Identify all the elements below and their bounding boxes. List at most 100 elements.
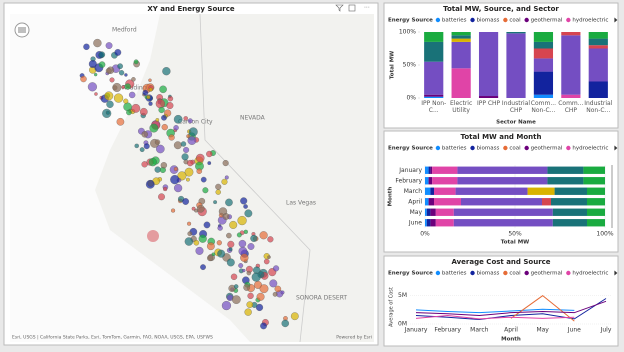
x-tick-label-box: Industrial CHP bbox=[502, 100, 530, 114]
map-point bbox=[180, 141, 187, 147]
legend-label: biomass bbox=[477, 18, 500, 24]
legend-swatch bbox=[470, 17, 475, 23]
map-point bbox=[94, 92, 98, 96]
map-point bbox=[240, 197, 248, 205]
bar-segment bbox=[435, 208, 454, 216]
map-point bbox=[236, 232, 242, 238]
y-tick-label: May bbox=[410, 209, 423, 216]
filter-icon[interactable] bbox=[335, 4, 344, 12]
bar-segment bbox=[426, 219, 431, 227]
legend-next[interactable] bbox=[614, 145, 618, 151]
bar-segment bbox=[432, 177, 458, 185]
bar-segment bbox=[425, 198, 429, 206]
map-point bbox=[267, 255, 271, 259]
map-point bbox=[141, 131, 148, 138]
map-point bbox=[124, 73, 128, 77]
map-label: Carson City bbox=[178, 119, 213, 126]
map-point bbox=[104, 91, 114, 101]
legend-swatch bbox=[435, 145, 441, 151]
legend-title: Energy Source bbox=[388, 18, 433, 24]
bar-segment bbox=[547, 166, 584, 174]
map-point bbox=[221, 178, 228, 185]
bar-segment bbox=[451, 41, 471, 69]
bar-segment bbox=[561, 35, 581, 95]
map-point bbox=[240, 253, 249, 262]
map-point bbox=[207, 161, 212, 165]
x-tick-label: Industrial Non-C... bbox=[584, 100, 613, 114]
legend-next[interactable] bbox=[614, 17, 618, 23]
map-point bbox=[221, 300, 232, 311]
legend-label: coal bbox=[509, 18, 521, 24]
map-point bbox=[124, 83, 131, 90]
bar-segment bbox=[478, 96, 499, 98]
y-tick-label: 0% bbox=[406, 95, 416, 102]
x-tick-label: March bbox=[470, 327, 488, 334]
map-point bbox=[226, 258, 235, 267]
bar-segment bbox=[588, 45, 608, 49]
bar-segment bbox=[455, 187, 528, 195]
map-point bbox=[243, 204, 248, 209]
map-point bbox=[121, 85, 126, 89]
bar-segment bbox=[551, 198, 587, 206]
map-point bbox=[143, 143, 150, 150]
legend-next[interactable] bbox=[614, 270, 618, 276]
map-point bbox=[123, 102, 132, 112]
map-point bbox=[238, 263, 244, 269]
bar-segment bbox=[428, 177, 433, 185]
map-point bbox=[148, 78, 152, 82]
scrollbar bbox=[611, 165, 613, 228]
bar-segment bbox=[430, 187, 434, 195]
map-point bbox=[173, 141, 182, 150]
bar-segment bbox=[587, 187, 605, 195]
x-tick-label: February bbox=[434, 327, 461, 334]
map-point bbox=[196, 168, 203, 174]
map-point bbox=[243, 229, 248, 234]
map-point bbox=[193, 240, 200, 246]
bar-segment bbox=[533, 58, 554, 72]
bar-segment bbox=[451, 38, 471, 42]
map-label: SONORA DESERT bbox=[296, 295, 347, 302]
chart-panel bbox=[383, 255, 619, 347]
bar-segment bbox=[587, 208, 605, 216]
map-point bbox=[231, 295, 241, 304]
bar-segment bbox=[430, 166, 433, 174]
map-point bbox=[87, 82, 97, 92]
legend-title: Energy Source bbox=[388, 146, 433, 152]
map-point bbox=[260, 322, 267, 330]
map-point bbox=[229, 220, 238, 229]
more-options[interactable]: ··· bbox=[364, 5, 370, 12]
map-point bbox=[160, 162, 168, 169]
map-point bbox=[225, 198, 233, 207]
focus-icon[interactable] bbox=[348, 4, 356, 12]
bar-segment bbox=[457, 166, 548, 174]
bar-segment bbox=[542, 198, 551, 206]
bar-segment bbox=[588, 38, 608, 46]
map-point bbox=[148, 87, 153, 92]
bar-segment bbox=[506, 33, 526, 98]
bar-segment bbox=[451, 32, 471, 36]
map-point bbox=[133, 59, 139, 65]
map-point bbox=[200, 264, 206, 271]
map-point bbox=[166, 102, 174, 110]
legend-label: hydroelectric bbox=[572, 18, 608, 24]
map-point bbox=[155, 99, 165, 109]
map-point bbox=[280, 290, 285, 295]
map-point bbox=[93, 38, 102, 48]
legend-swatch bbox=[524, 17, 529, 23]
map-point bbox=[173, 125, 179, 131]
x-tick-label: Comm... Non-C... bbox=[530, 100, 557, 114]
bar-segment bbox=[424, 41, 444, 62]
map-point bbox=[109, 77, 115, 83]
map-powered: Powered by Esri bbox=[336, 335, 372, 341]
map-point bbox=[126, 109, 132, 116]
map-point bbox=[213, 200, 218, 205]
map-point bbox=[267, 236, 274, 243]
map-point bbox=[146, 95, 151, 100]
map-label: NEVADA bbox=[240, 115, 266, 122]
bar-segment bbox=[506, 32, 526, 34]
map-point bbox=[149, 123, 159, 133]
map-point bbox=[80, 75, 87, 83]
map-point bbox=[269, 279, 278, 288]
legend-swatch bbox=[503, 145, 508, 151]
map-point bbox=[161, 124, 168, 131]
